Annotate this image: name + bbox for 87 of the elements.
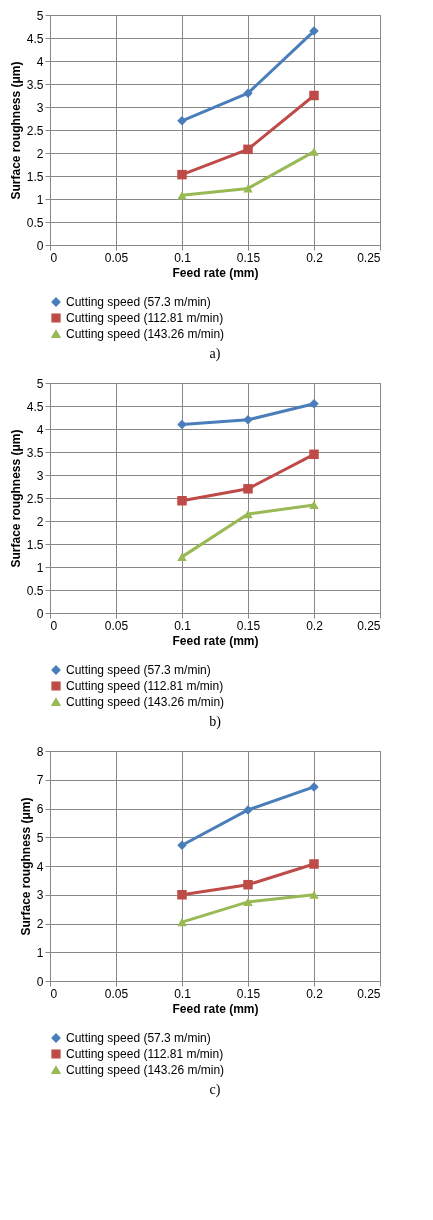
point	[177, 917, 187, 927]
point	[309, 859, 319, 869]
y-tick-label: 8	[36, 744, 44, 759]
x-tick-label: 0.15	[236, 986, 261, 1001]
point	[177, 419, 187, 430]
y-tick-label: 0.5	[26, 583, 44, 598]
y-axis-title: Surface roughness (μm)	[8, 429, 23, 568]
legend-label: Cutting speed (143.26 m/min)	[66, 327, 225, 341]
y-tick-label: 2.5	[26, 123, 44, 138]
text: b)	[209, 714, 222, 730]
y-tick-label: 3.5	[26, 77, 44, 92]
x-tick-label: 0.1	[174, 250, 192, 265]
y-tick-label: 1	[36, 560, 44, 575]
legend-label: Cutting speed (143.26 m/min)	[66, 695, 225, 709]
point	[309, 90, 319, 101]
x-tick-label: 0.2	[306, 618, 324, 633]
x-tick-label: 0	[50, 618, 58, 633]
y-axis-title: Surface roughness (μm)	[18, 797, 33, 936]
x-axis-title: Feed rate (mm)	[172, 1001, 259, 1016]
x-axis-title: Feed rate (mm)	[172, 265, 259, 280]
y-tick-label: 1	[36, 192, 44, 207]
point	[243, 184, 253, 193]
y-tick-label: 3	[36, 100, 44, 115]
point	[177, 496, 187, 506]
y-tick-label: 3	[36, 888, 44, 903]
legend-label: Cutting speed (112.81 m/min)	[66, 311, 224, 325]
x-tick-label: 0.1	[174, 618, 192, 633]
x-tick-label: 0.05	[104, 986, 129, 1001]
x-tick-label: 0	[50, 250, 58, 265]
point	[309, 147, 319, 156]
legend-label: Cutting speed (57.3 m/min)	[66, 1031, 211, 1045]
x-tick-label: 0.05	[104, 250, 129, 265]
y-tick-label: 0	[36, 606, 44, 621]
point	[243, 144, 253, 155]
y-tick-label: 1.5	[26, 169, 44, 184]
y-tick-label: 0	[36, 238, 44, 253]
y-tick-label: 6	[36, 802, 44, 816]
y-tick-label: 5	[36, 830, 44, 845]
x-tick-label: 0.25	[357, 250, 381, 265]
y-tick-label: 7	[36, 773, 44, 788]
y-tick-label: 4	[36, 422, 44, 437]
legend-label: Cutting speed (112.81 m/min)	[66, 679, 224, 693]
y-tick-label: 0.5	[26, 215, 44, 230]
x-axis-title: Feed rate (mm)	[172, 633, 259, 648]
y-tick-label: 0	[36, 974, 44, 989]
x-tick-label: 0.15	[236, 250, 261, 265]
y-tick-label: 2	[36, 917, 44, 931]
x-tick-label: 0.1	[174, 986, 192, 1001]
legend-label: Cutting speed (57.3 m/min)	[66, 663, 211, 677]
y-tick-label: 4.5	[26, 31, 44, 46]
point	[177, 169, 187, 180]
x-tick-label: 0	[50, 986, 58, 1001]
point	[243, 484, 253, 494]
x-tick-label: 0.15	[236, 618, 261, 633]
y-tick-label: 3	[36, 468, 44, 483]
y-tick-label: 2.5	[26, 491, 44, 506]
point	[177, 890, 187, 900]
point	[177, 840, 187, 851]
y-tick-label: 4.5	[26, 399, 44, 414]
point	[177, 552, 187, 561]
point	[309, 449, 319, 460]
point	[309, 890, 319, 899]
y-tick-label: 4	[36, 54, 44, 69]
legend-label: Cutting speed (112.81 m/min)	[66, 1047, 224, 1061]
legend-label: Cutting speed (143.26 m/min)	[66, 1063, 225, 1077]
y-tick-label: 5	[36, 8, 44, 23]
y-tick-label: 3.5	[26, 445, 44, 460]
point	[309, 500, 319, 510]
text: a)	[209, 346, 221, 362]
y-tick-label: 2	[36, 514, 44, 529]
y-tick-label: 1	[36, 945, 44, 960]
y-tick-label: 2	[36, 146, 44, 161]
y-axis-title: Surface roughness (μm)	[8, 61, 23, 200]
point	[243, 509, 253, 519]
legend-label: Cutting speed (57.3 m/min)	[66, 295, 211, 309]
point	[309, 398, 319, 409]
point	[243, 879, 253, 890]
point	[243, 897, 253, 907]
text: c)	[209, 1082, 221, 1098]
x-tick-label: 0.2	[306, 986, 324, 1001]
x-tick-label: 0.2	[306, 250, 324, 265]
y-tick-label: 1.5	[26, 537, 44, 552]
x-tick-label: 0.05	[104, 618, 129, 633]
y-tick-label: 5	[36, 376, 44, 391]
y-tick-label: 4	[36, 859, 44, 874]
x-tick-label: 0.25	[357, 986, 381, 1001]
x-tick-label: 0.25	[357, 618, 381, 633]
